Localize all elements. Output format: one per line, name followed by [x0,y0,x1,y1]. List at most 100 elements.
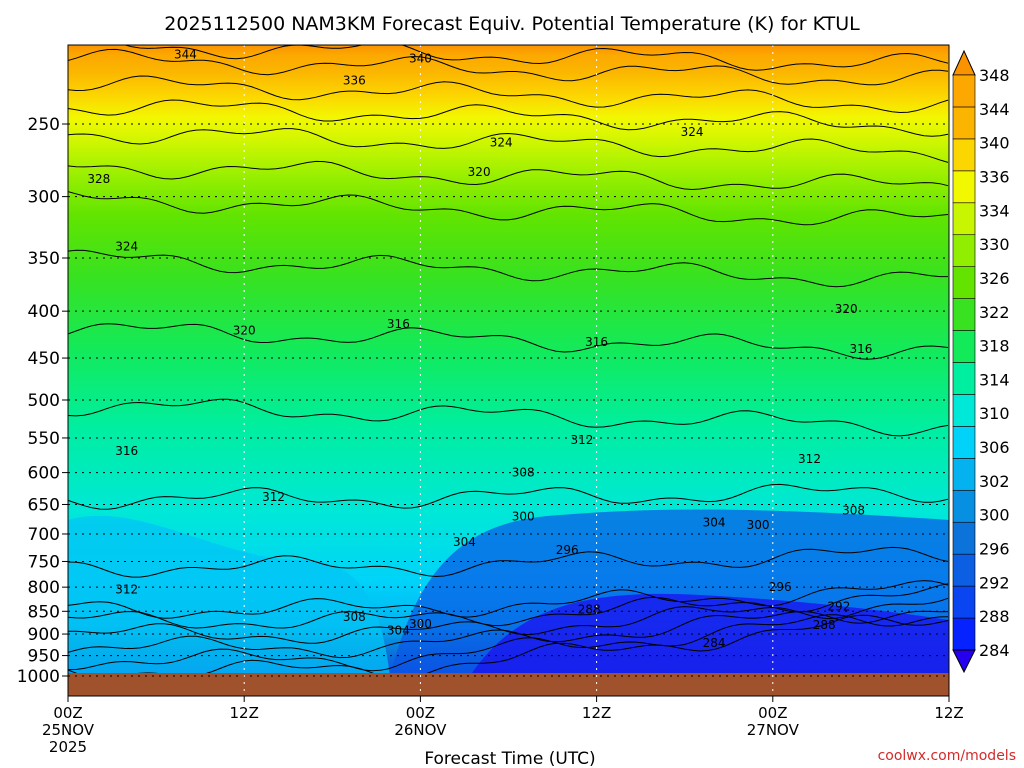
colorbar-box-17 [952,74,976,108]
colorbar-label-334: 334 [979,201,1010,220]
colorbar-box-2 [952,553,976,587]
contour-label-308: 308 [512,466,535,480]
contour-322 [68,249,948,288]
colorbar-label-310: 310 [979,404,1010,423]
y-tick-label-850: 850 [28,602,60,622]
x-tick-label-12-1: 12Z [230,704,259,722]
y-tick-label-550: 550 [28,429,60,449]
y-tick-label-700: 700 [28,525,60,545]
y-tick-label-500: 500 [28,391,60,411]
colorbar-label-314: 314 [979,370,1010,389]
contour-300 [68,583,949,629]
early-lowlevel-warm-air [68,515,390,676]
y-tick-label-600: 600 [28,464,60,484]
contour-340 [68,75,949,114]
colorbar-box-13 [952,202,976,236]
contour-302 [68,580,949,619]
contour-label-296: 296 [556,543,579,557]
x-tick-label-48-2: 27NOV [747,721,800,739]
contour-label-284: 284 [703,636,726,650]
y-tick-label-800: 800 [28,578,60,598]
contour-314 [68,398,949,437]
colorbar-box-0 [952,617,976,651]
colorbar-label-288: 288 [979,607,1010,626]
colorbar-box-16 [952,106,976,140]
colorbar-label-302: 302 [979,472,1010,491]
colorbar-box-8 [952,362,976,395]
contour-label-316: 316 [585,335,608,349]
colorbar-label-322: 322 [979,303,1010,322]
y-tick-label-400: 400 [28,302,60,322]
x-tick-label-36-1: 12Z [582,704,611,722]
contour-label-312: 312 [798,452,821,466]
contour-label-320: 320 [233,324,256,338]
contour-330 [68,160,949,191]
x-tick-label-48-1: 00Z [758,704,787,722]
x-tick-label-0-1: 00Z [53,704,82,722]
colorbar-label-292: 292 [979,573,1010,592]
colorbar-label-330: 330 [979,235,1010,254]
y-tick-label-750: 750 [28,552,60,572]
colorbar-box-1 [952,585,976,619]
contour-label-308: 308 [842,504,865,518]
contour-label-300: 300 [747,518,770,532]
x-axis-label: Forecast Time (UTC) [424,749,595,768]
plot-frame [67,44,950,697]
contour-label-312: 312 [115,583,138,597]
contour-label-288: 288 [813,618,836,632]
colorbar-box-12 [952,234,976,267]
colorbar-box-4 [952,489,976,523]
colorbar-label-318: 318 [979,337,1010,356]
watermark: coolwx.com/models [878,748,1016,764]
colorbar-box-15 [952,138,976,172]
contour-label-324: 324 [490,136,513,150]
y-tick-label-250: 250 [28,115,60,135]
x-tick-label-24-2: 26NOV [394,721,447,739]
contour-label-324: 324 [681,125,704,139]
contour-label-304: 304 [453,535,476,549]
colorbar-box-5 [952,458,976,491]
chart-title: 2025112500 NAM3KM Forecast Equiv. Potent… [164,13,860,35]
contour-label-304: 304 [387,623,410,637]
y-tick-label-950: 950 [28,647,60,667]
contour-label-328: 328 [87,172,110,186]
contour-label-304: 304 [703,515,726,529]
x-tick-label-60-1: 12Z [934,704,963,722]
plot-area: 344 340 336 328 324 324 324 320 320 320 316 316 316 3… [68,45,949,696]
contour-label-308: 308 [343,610,366,624]
contour-326 [68,191,949,226]
contour-label-320: 320 [835,302,858,316]
y-tick-label-450: 450 [28,349,60,369]
colorbar-label-300: 300 [979,506,1010,525]
contour-344 [68,48,949,86]
colorbar-label-326: 326 [979,269,1010,288]
colorbar-label-284: 284 [979,641,1010,660]
contour-label-288: 288 [578,602,601,616]
y-tick-label-650: 650 [28,495,60,515]
colorbar-top-triangle [952,49,976,76]
contour-label-320: 320 [468,165,491,179]
contour-label-336: 336 [343,73,366,87]
colorbar-box-9 [952,330,976,363]
contour-348 [123,45,949,71]
contour-288 [68,614,949,672]
colorbar-label-306: 306 [979,438,1010,457]
colorbar-label-340: 340 [979,134,1010,153]
colorbar-box-14 [952,170,976,204]
x-tick-label-24-1: 00Z [406,704,435,722]
contour-label-296: 296 [769,580,792,594]
contour-label-316: 316 [849,342,872,356]
contour-334 [68,128,949,163]
colorbar-label-348: 348 [979,66,1010,85]
colorbar-bottom-triangle [952,649,976,674]
contour-310 [68,483,949,510]
y-tick-label-350: 350 [28,249,60,269]
contour-label-316: 316 [115,444,138,458]
colorbar-box-10 [952,298,976,331]
contour-label-292: 292 [827,600,850,614]
x-tick-label-0-3: 2025 [49,738,87,756]
contour-label-312: 312 [570,433,593,447]
colorbar-box-11 [952,266,976,299]
colorbar-box-7 [952,394,976,427]
